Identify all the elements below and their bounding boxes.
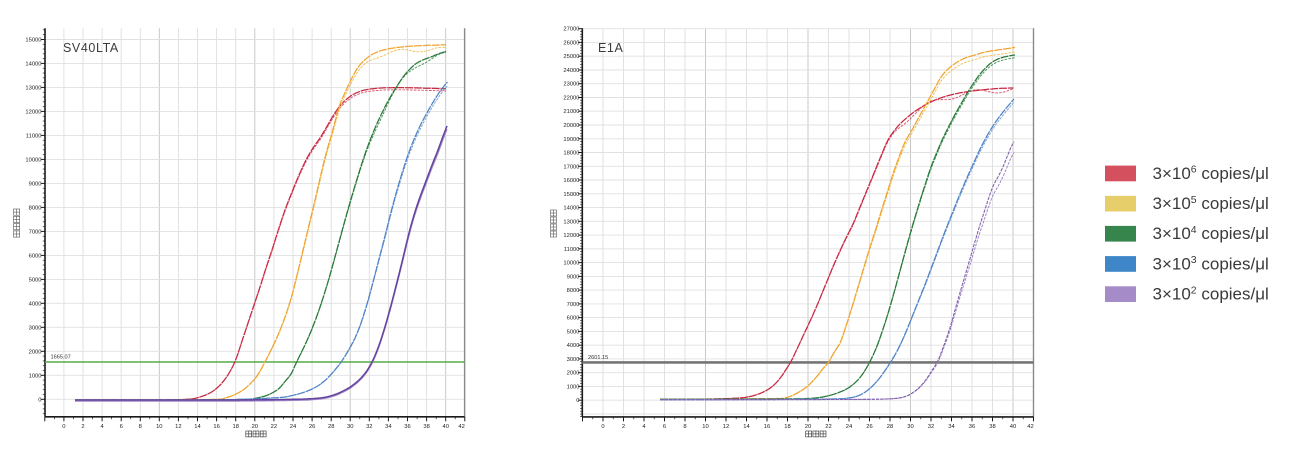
svg-text:26000: 26000 <box>563 40 579 46</box>
svg-text:16: 16 <box>213 424 219 430</box>
svg-text:40: 40 <box>1010 424 1016 430</box>
svg-text:10000: 10000 <box>25 157 41 163</box>
svg-text:21000: 21000 <box>563 109 579 115</box>
svg-text:30: 30 <box>347 424 353 430</box>
svg-text:8000: 8000 <box>567 288 580 294</box>
svg-text:3000: 3000 <box>567 357 580 363</box>
svg-text:9000: 9000 <box>567 274 580 280</box>
svg-text:3×103 copies/μl: 3×103 copies/μl <box>1153 254 1269 273</box>
svg-text:42: 42 <box>458 424 464 430</box>
svg-text:6000: 6000 <box>29 253 42 259</box>
svg-text:32: 32 <box>366 424 372 430</box>
svg-text:13000: 13000 <box>25 85 41 91</box>
svg-text:14: 14 <box>743 424 750 430</box>
svg-text:24000: 24000 <box>563 68 579 74</box>
svg-text:12: 12 <box>175 424 181 430</box>
svg-text:7000: 7000 <box>567 302 580 308</box>
svg-text:20000: 20000 <box>563 123 579 129</box>
svg-text:20: 20 <box>252 424 258 430</box>
svg-text:15000: 15000 <box>563 192 579 198</box>
svg-text:26: 26 <box>309 424 315 430</box>
svg-text:18: 18 <box>232 424 238 430</box>
svg-text:18000: 18000 <box>563 151 579 157</box>
svg-text:14000: 14000 <box>25 61 41 67</box>
svg-text:4: 4 <box>642 424 646 430</box>
svg-text:34: 34 <box>385 424 392 430</box>
svg-text:0: 0 <box>576 398 579 404</box>
svg-text:6000: 6000 <box>567 316 580 322</box>
svg-text:2000: 2000 <box>29 349 42 355</box>
svg-text:28: 28 <box>887 424 893 430</box>
svg-text:12: 12 <box>723 424 729 430</box>
svg-text:17000: 17000 <box>563 164 579 170</box>
svg-text:5000: 5000 <box>29 277 42 283</box>
svg-text:8: 8 <box>139 424 142 430</box>
svg-text:32: 32 <box>928 424 934 430</box>
svg-text:4000: 4000 <box>29 301 42 307</box>
svg-text:15000: 15000 <box>25 38 41 44</box>
svg-text:25000: 25000 <box>563 54 579 60</box>
svg-text:18: 18 <box>784 424 790 430</box>
svg-text:6: 6 <box>663 424 666 430</box>
svg-text:4000: 4000 <box>567 343 580 349</box>
svg-text:0: 0 <box>62 424 65 430</box>
svg-text:36: 36 <box>404 424 410 430</box>
svg-text:5000: 5000 <box>567 329 580 335</box>
svg-text:1000: 1000 <box>567 384 580 390</box>
svg-text:38: 38 <box>423 424 429 430</box>
svg-text:12000: 12000 <box>563 233 579 239</box>
svg-text:40: 40 <box>442 424 448 430</box>
svg-text:23000: 23000 <box>563 82 579 88</box>
svg-text:1000: 1000 <box>29 373 42 379</box>
svg-text:34: 34 <box>948 424 955 430</box>
svg-text:8000: 8000 <box>29 205 42 211</box>
svg-text:3×106 copies/μl: 3×106 copies/μl <box>1153 164 1269 183</box>
svg-text:42: 42 <box>1027 424 1033 430</box>
svg-text:2: 2 <box>81 424 84 430</box>
svg-text:24: 24 <box>846 424 853 430</box>
svg-text:2: 2 <box>622 424 625 430</box>
svg-text:2601.15: 2601.15 <box>588 355 608 361</box>
svg-text:4: 4 <box>100 424 104 430</box>
svg-text:11000: 11000 <box>26 133 42 139</box>
svg-text:19000: 19000 <box>563 137 579 143</box>
svg-text:11000: 11000 <box>564 247 580 253</box>
svg-text:7000: 7000 <box>29 229 42 235</box>
svg-text:3×104 copies/μl: 3×104 copies/μl <box>1153 224 1269 243</box>
svg-text:24: 24 <box>290 424 297 430</box>
svg-text:1665.07: 1665.07 <box>51 355 71 361</box>
svg-text:6: 6 <box>120 424 123 430</box>
svg-text:3000: 3000 <box>29 325 42 331</box>
svg-text:16000: 16000 <box>563 178 579 184</box>
svg-text:22: 22 <box>825 424 831 430</box>
svg-text:30: 30 <box>907 424 913 430</box>
svg-text:28: 28 <box>328 424 334 430</box>
svg-text:0: 0 <box>38 397 41 403</box>
svg-text:26: 26 <box>866 424 872 430</box>
svg-text:SV40LTA: SV40LTA <box>63 41 119 55</box>
svg-text:16: 16 <box>764 424 770 430</box>
svg-text:12000: 12000 <box>25 109 41 115</box>
svg-text:20: 20 <box>805 424 811 430</box>
svg-text:38: 38 <box>989 424 995 430</box>
svg-text:14000: 14000 <box>563 206 579 212</box>
svg-text:10: 10 <box>702 424 708 430</box>
svg-text:3×105 copies/μl: 3×105 copies/μl <box>1153 194 1269 213</box>
svg-text:9000: 9000 <box>29 181 42 187</box>
svg-text:E1A: E1A <box>598 41 623 55</box>
svg-text:0: 0 <box>601 424 604 430</box>
svg-text:13000: 13000 <box>563 219 579 225</box>
svg-text:22: 22 <box>271 424 277 430</box>
svg-text:3×102 copies/μl: 3×102 copies/μl <box>1153 284 1269 303</box>
svg-text:2000: 2000 <box>567 371 580 377</box>
svg-text:14: 14 <box>194 424 201 430</box>
svg-text:27000: 27000 <box>563 27 579 33</box>
svg-text:36: 36 <box>969 424 975 430</box>
svg-text:10: 10 <box>156 424 162 430</box>
svg-text:10000: 10000 <box>563 261 579 267</box>
svg-text:22000: 22000 <box>563 96 579 102</box>
svg-text:8: 8 <box>683 424 686 430</box>
